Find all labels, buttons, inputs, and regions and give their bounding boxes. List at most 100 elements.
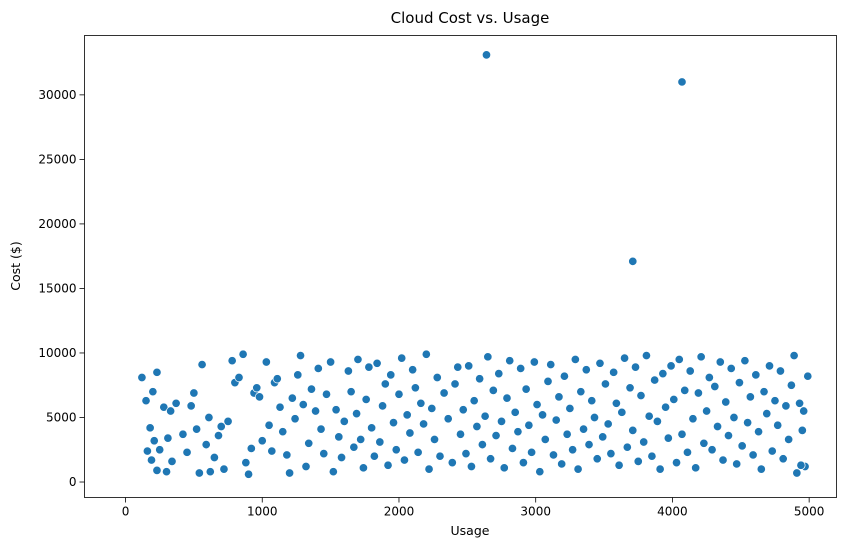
data-point bbox=[617, 407, 627, 417]
x-tick-label: 2000 bbox=[384, 505, 415, 519]
data-point bbox=[432, 372, 442, 383]
data-point bbox=[475, 374, 485, 384]
data-point bbox=[797, 425, 807, 435]
data-point bbox=[141, 396, 151, 406]
data-point bbox=[311, 406, 321, 416]
data-point bbox=[241, 458, 251, 468]
data-point bbox=[419, 419, 429, 429]
data-point bbox=[652, 416, 662, 426]
data-point bbox=[734, 378, 744, 388]
data-point bbox=[461, 449, 471, 459]
data-point bbox=[410, 383, 420, 393]
data-point bbox=[723, 431, 734, 441]
data-point bbox=[516, 363, 526, 373]
data-point bbox=[581, 365, 591, 375]
data-point bbox=[611, 398, 621, 408]
data-point bbox=[655, 464, 665, 474]
data-point bbox=[792, 468, 802, 478]
data-point bbox=[238, 349, 248, 359]
data-point bbox=[600, 379, 610, 389]
data-point bbox=[252, 383, 262, 393]
data-point bbox=[712, 421, 723, 432]
data-point bbox=[421, 349, 431, 359]
data-point bbox=[346, 387, 356, 397]
data-point bbox=[691, 463, 701, 473]
data-point bbox=[319, 449, 329, 459]
data-point bbox=[204, 412, 214, 423]
y-tick-label: 10000 bbox=[38, 346, 76, 360]
data-point bbox=[584, 440, 594, 450]
data-point bbox=[402, 410, 412, 420]
data-point bbox=[669, 394, 679, 404]
data-point bbox=[469, 396, 479, 406]
data-point bbox=[290, 414, 300, 424]
data-point bbox=[424, 464, 434, 474]
data-point bbox=[352, 409, 362, 419]
data-point bbox=[630, 362, 641, 372]
data-point bbox=[287, 393, 297, 403]
data-point bbox=[480, 411, 490, 421]
data-point bbox=[391, 445, 401, 455]
data-point bbox=[677, 429, 687, 439]
data-point bbox=[189, 388, 199, 398]
data-point bbox=[606, 449, 616, 459]
data-point bbox=[565, 403, 575, 414]
data-point bbox=[568, 445, 578, 455]
data-point bbox=[789, 350, 799, 361]
data-point bbox=[707, 445, 717, 455]
data-point bbox=[394, 389, 404, 399]
data-point bbox=[339, 416, 349, 426]
data-point bbox=[764, 361, 775, 371]
data-point bbox=[677, 77, 687, 87]
data-point bbox=[745, 392, 755, 402]
data-point bbox=[486, 454, 496, 464]
data-point bbox=[737, 441, 747, 451]
data-point bbox=[264, 420, 274, 430]
data-point bbox=[186, 401, 196, 411]
data-point bbox=[702, 406, 712, 416]
data-point bbox=[641, 350, 651, 361]
data-point bbox=[524, 420, 534, 430]
data-point bbox=[799, 406, 809, 416]
data-point bbox=[427, 403, 437, 414]
data-point bbox=[671, 458, 682, 468]
data-point bbox=[559, 371, 569, 381]
data-point bbox=[166, 406, 176, 416]
y-tick-label: 15000 bbox=[38, 281, 76, 295]
data-point bbox=[721, 397, 731, 407]
plot-area bbox=[137, 50, 813, 479]
data-point bbox=[488, 385, 498, 395]
data-point bbox=[167, 456, 177, 466]
data-point bbox=[628, 256, 638, 266]
data-point bbox=[587, 396, 597, 406]
data-point bbox=[219, 464, 229, 474]
data-point bbox=[278, 427, 288, 437]
data-point bbox=[234, 372, 244, 383]
data-point bbox=[405, 428, 415, 438]
data-point bbox=[639, 437, 649, 447]
data-point bbox=[803, 371, 813, 381]
data-point bbox=[579, 424, 589, 434]
data-point bbox=[209, 452, 219, 463]
data-point bbox=[778, 454, 788, 464]
data-point bbox=[334, 432, 344, 442]
data-point bbox=[496, 416, 507, 426]
data-point bbox=[149, 436, 159, 446]
data-point bbox=[399, 455, 409, 465]
data-point bbox=[529, 357, 539, 367]
data-point bbox=[443, 414, 453, 424]
data-point bbox=[548, 450, 559, 460]
data-point bbox=[699, 438, 709, 448]
data-point bbox=[261, 357, 271, 367]
data-point bbox=[770, 396, 780, 406]
data-point bbox=[316, 424, 326, 434]
axes-frame bbox=[84, 35, 837, 498]
data-point bbox=[729, 412, 739, 423]
data-point bbox=[573, 464, 583, 474]
chart-title: Cloud Cost vs. Usage bbox=[391, 9, 550, 27]
data-point bbox=[743, 418, 753, 428]
data-point bbox=[696, 352, 706, 362]
data-point bbox=[748, 450, 758, 460]
data-point bbox=[781, 401, 791, 411]
